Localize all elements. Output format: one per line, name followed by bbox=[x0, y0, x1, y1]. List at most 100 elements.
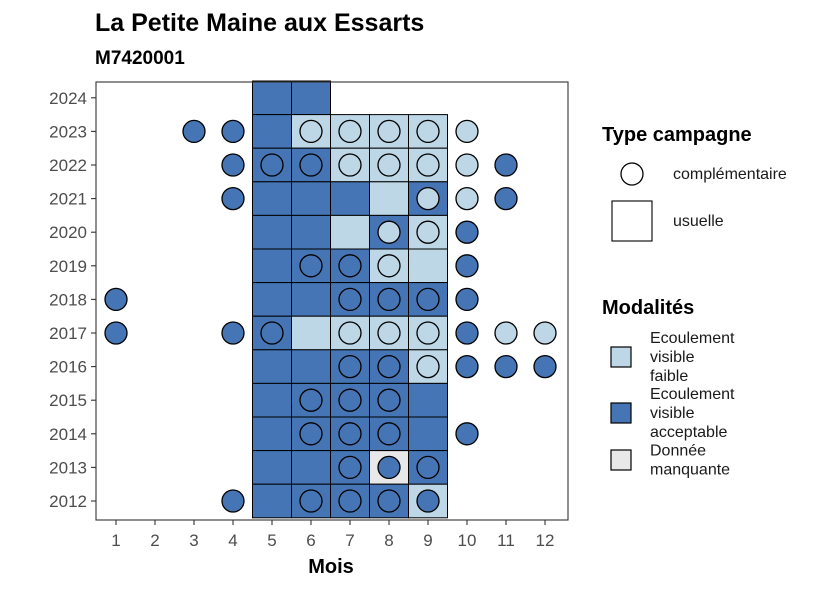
tile-2024-5 bbox=[252, 80, 292, 116]
point-2023-10 bbox=[455, 119, 479, 144]
y-tick-label: 2012 bbox=[49, 492, 87, 511]
point-2023-6 bbox=[299, 119, 323, 144]
tile-2019-9 bbox=[408, 248, 448, 284]
point-2022-7 bbox=[338, 153, 362, 177]
point-2022-10 bbox=[455, 153, 479, 177]
point-2015-8 bbox=[377, 388, 401, 412]
legend-modalite-label: Donnée bbox=[650, 443, 706, 460]
point-2019-10 bbox=[455, 254, 479, 278]
legend-modalite-label: manquante bbox=[650, 462, 730, 479]
point-2017-5 bbox=[260, 321, 284, 345]
point-2012-6 bbox=[299, 489, 323, 513]
tile-2015-5 bbox=[252, 382, 292, 418]
point-2015-7 bbox=[338, 388, 362, 412]
x-tick-label: 6 bbox=[306, 531, 315, 550]
point-2020-9 bbox=[416, 220, 440, 244]
point-2020-8 bbox=[377, 220, 401, 244]
x-tick-label: 10 bbox=[458, 531, 477, 550]
point-2019-7 bbox=[338, 254, 362, 278]
point-2012-8 bbox=[377, 489, 401, 513]
y-tick-label: 2023 bbox=[49, 122, 87, 141]
tile-2015-9 bbox=[408, 382, 448, 418]
point-2022-5 bbox=[260, 153, 284, 177]
point-2021-11 bbox=[494, 186, 518, 211]
tile-2021-8 bbox=[369, 181, 409, 216]
y-axis: 2012 2013 2014 2015 2016 2017 2018 2019 2020 2021… bbox=[49, 89, 96, 511]
x-tick-label: 2 bbox=[150, 531, 159, 550]
point-2016-12 bbox=[533, 354, 557, 379]
point-2017-10 bbox=[455, 321, 479, 345]
x-tick-label: 3 bbox=[189, 531, 198, 550]
tile-2023-5 bbox=[252, 114, 292, 149]
legend-modalite-label: acceptable bbox=[650, 424, 727, 441]
x-tick-label: 12 bbox=[536, 531, 555, 550]
tile-2012-5 bbox=[252, 483, 292, 519]
point-2017-4 bbox=[221, 321, 245, 345]
legend-type-label: usuelle bbox=[673, 213, 724, 230]
point-2022-11 bbox=[494, 153, 518, 177]
x-tick-label: 11 bbox=[497, 531, 515, 550]
x-tick-label: 5 bbox=[267, 531, 276, 550]
tile-2021-5 bbox=[252, 181, 292, 216]
legend-modalite-label: visible bbox=[650, 349, 695, 366]
legend-modalite-label: Ecoulement bbox=[650, 386, 735, 403]
y-tick-label: 2019 bbox=[49, 257, 87, 276]
point-2014-6 bbox=[299, 422, 323, 446]
tile-2014-9 bbox=[408, 416, 448, 452]
point-2013-7 bbox=[338, 455, 362, 480]
point-2023-8 bbox=[377, 119, 401, 144]
x-tick-label: 8 bbox=[384, 531, 393, 550]
tile-2020-7 bbox=[330, 214, 370, 250]
legend-swatch bbox=[610, 402, 632, 424]
tile-2021-6 bbox=[291, 181, 331, 216]
x-axis: 1 2 3 4 5 6 7 8 9 10 11 12 bbox=[111, 520, 554, 550]
tile-2018-5 bbox=[252, 282, 292, 317]
legend-type-title: Type campagne bbox=[602, 124, 752, 146]
tile-2020-5 bbox=[252, 214, 292, 250]
tile-2013-6 bbox=[291, 450, 331, 485]
legend-square-key bbox=[611, 200, 653, 242]
point-2022-4 bbox=[221, 153, 245, 177]
tile-2020-6 bbox=[291, 214, 331, 250]
plot-border bbox=[95, 81, 569, 521]
legend-modalite-label: faible bbox=[650, 368, 688, 385]
point-2012-9 bbox=[416, 489, 440, 513]
point-2015-6 bbox=[299, 388, 323, 412]
tile-2014-5 bbox=[252, 416, 292, 452]
point-2017-1 bbox=[104, 321, 128, 345]
y-tick-label: 2024 bbox=[49, 89, 87, 108]
tile-2016-5 bbox=[252, 349, 292, 384]
legend-swatch bbox=[610, 449, 632, 471]
point-2023-4 bbox=[221, 119, 245, 144]
point-2019-6 bbox=[299, 254, 323, 278]
tile-2018-6 bbox=[291, 282, 331, 317]
point-2023-7 bbox=[338, 119, 362, 144]
tile-2021-7 bbox=[330, 181, 370, 216]
point-2019-8 bbox=[377, 254, 401, 278]
point-2022-9 bbox=[416, 153, 440, 177]
point-2016-11 bbox=[494, 354, 518, 379]
point-2021-10 bbox=[455, 186, 479, 211]
legend-type-label: complémentaire bbox=[673, 166, 787, 183]
x-axis-title: Mois bbox=[308, 556, 354, 578]
tile-2017-6 bbox=[291, 315, 331, 351]
point-2012-4 bbox=[221, 489, 245, 513]
legend-modalite-label: visible bbox=[650, 405, 695, 422]
point-2016-8 bbox=[377, 354, 401, 379]
point-2022-6 bbox=[299, 153, 323, 177]
legend-type-campagne: Type campagne complémentaire usuelle bbox=[602, 124, 787, 242]
point-2016-9 bbox=[416, 354, 440, 379]
chart-subtitle: M7420001 bbox=[95, 48, 185, 69]
point-2014-7 bbox=[338, 422, 362, 446]
legend-modalite-label: Ecoulement bbox=[650, 330, 735, 347]
point-2016-10 bbox=[455, 354, 479, 379]
x-tick-label: 9 bbox=[423, 531, 432, 550]
x-tick-label: 1 bbox=[111, 531, 120, 550]
point-2020-10 bbox=[455, 220, 479, 244]
point-2018-8 bbox=[377, 287, 401, 312]
point-2016-7 bbox=[338, 354, 362, 379]
tile-2013-5 bbox=[252, 450, 292, 485]
point-2014-8 bbox=[377, 422, 401, 446]
x-tick-label: 4 bbox=[228, 531, 237, 550]
